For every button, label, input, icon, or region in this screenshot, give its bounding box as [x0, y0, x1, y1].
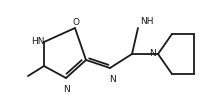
Text: NH: NH — [140, 17, 153, 26]
Text: HN: HN — [31, 37, 45, 45]
Text: N: N — [149, 49, 156, 59]
Text: N: N — [109, 75, 115, 84]
Text: N: N — [63, 85, 69, 94]
Text: O: O — [73, 18, 80, 27]
